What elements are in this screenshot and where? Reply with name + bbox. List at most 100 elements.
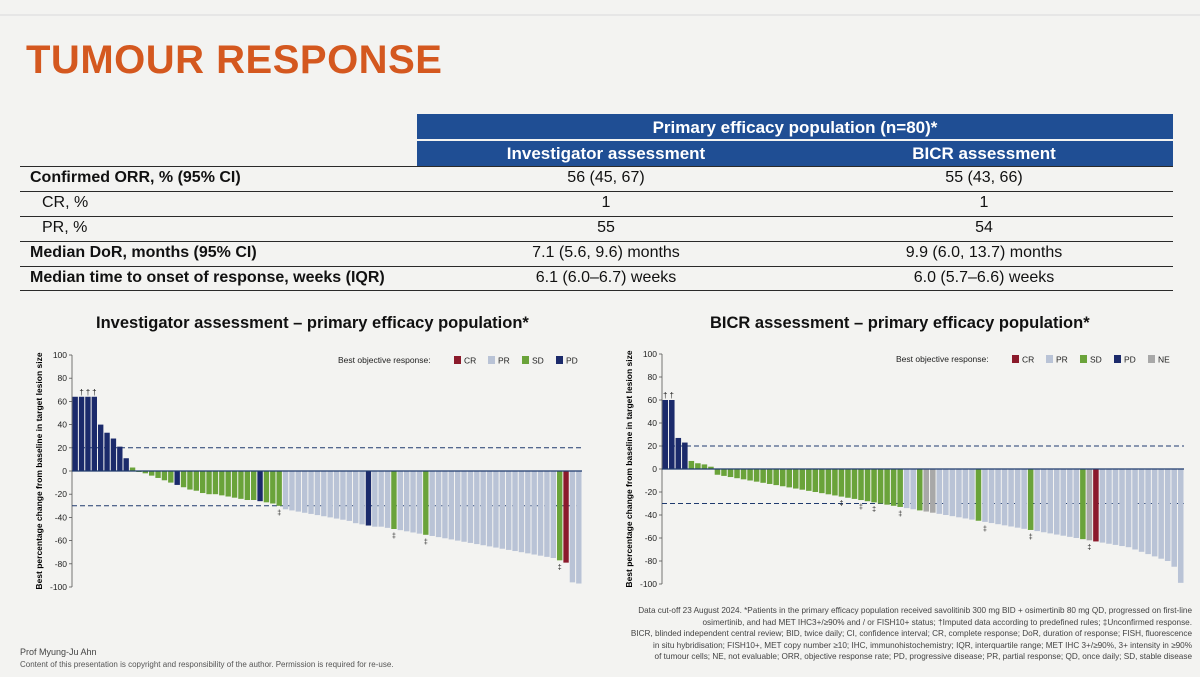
chart-title-investigator: Investigator assessment – primary effica… [96,314,529,332]
waterfall-bar [340,471,346,520]
waterfall-bar [877,469,884,504]
waterfall-bar [384,471,391,528]
waterfall-bar [949,469,956,517]
waterfall-bar [930,469,936,513]
row-label: PR, % [42,219,88,236]
col-header-investigator: Investigator assessment [506,144,706,163]
waterfall-bar [838,469,845,497]
waterfall-bar [486,471,493,547]
waterfall-bar [740,469,747,480]
waterfall-bar [806,469,812,491]
legend-label-pd: PD [566,356,578,366]
waterfall-bar [174,471,180,485]
legend-swatch-pr [488,356,495,364]
waterfall-bar [308,471,314,514]
waterfall-bar [858,469,864,501]
table-row: Confirmed ORR, % (95% CI) 56 (45, 67) 55… [20,166,1173,191]
y-axis-label: Best percentage change from baseline in … [624,350,634,587]
waterfall-bar [512,471,518,552]
ddagger-marker: ‡ [898,511,902,518]
row-label: Confirmed ORR, % (95% CI) [30,169,241,186]
y-tick-label: 100 [643,349,657,359]
waterfall-bar [78,396,85,471]
waterfall-bar [168,471,174,483]
waterfall-bar [474,471,480,545]
y-tick-label: -100 [640,579,657,589]
footnote-line: osimertinib, and had MET IHC3+/≥90% and … [702,617,1193,627]
copyright-notice: Content of this presentation is copyrigh… [20,660,394,669]
waterfall-bar [149,471,155,476]
waterfall-bar [721,469,727,476]
y-axis-label: Best percentage change from baseline in … [34,352,44,589]
waterfall-bar [506,471,512,550]
waterfall-bar [766,469,773,484]
dagger-marker: † [79,388,83,397]
table-bottom-rule [20,290,1173,291]
waterfall-bar [289,471,295,511]
legend-title: Best objective response: [896,354,989,364]
waterfall-bar [378,471,384,527]
ddagger-marker: ‡ [859,504,863,511]
waterfall-bar [257,471,263,502]
legend-swatch-sd [1080,355,1087,363]
page-title: TUMOUR RESPONSE [26,38,443,82]
y-tick-label: 0 [62,466,67,476]
y-tick-label: -100 [50,582,67,592]
top-rule [0,14,1200,16]
ddagger-marker: ‡ [392,533,396,540]
waterfall-bar [206,471,212,495]
waterfall-bar [747,469,753,481]
waterfall-bar [397,471,403,531]
waterfall-bar [110,438,117,471]
legend-swatch-pr [1046,355,1053,363]
legend-swatch-pd [1114,355,1121,363]
waterfall-bar [969,469,975,520]
waterfall-bar [1001,469,1008,526]
waterfall-bar [85,396,91,471]
waterfall-bar [461,471,467,542]
waterfall-bar [1008,469,1014,527]
y-tick-label: -20 [55,489,68,499]
waterfall-bar [786,469,792,488]
waterfall-bar [903,469,910,509]
legend-label-sd: SD [1090,355,1102,365]
waterfall-bar [864,469,871,502]
ddagger-marker: ‡ [1087,544,1091,551]
waterfall-bar [544,471,550,557]
ddagger-marker: ‡ [1029,534,1033,541]
waterfall-bar [263,471,270,503]
waterfall-bar [518,471,525,553]
y-tick-label: 40 [58,420,68,430]
waterfall-bar [884,469,890,505]
y-tick-label: 80 [58,373,68,383]
cell-investigator: 55 [597,219,615,236]
waterfall-bar [793,469,799,489]
waterfall-bar [1021,469,1027,529]
waterfall-bar [1073,469,1080,538]
waterfall-bar [576,471,582,584]
legend-label-ne: NE [1158,355,1170,365]
waterfall-bar [1040,469,1047,533]
waterfall-bar [1047,469,1053,534]
footnote-line: BICR, blinded independent central review… [630,629,1192,639]
waterfall-bar [327,471,333,518]
footnote-line: Data cut-off 23 August 2024. *Patients i… [638,606,1192,615]
waterfall-bar [1171,469,1177,567]
waterfall-bar [231,471,238,498]
footnote-line: in situ hybridisation; FISH10+, MET copy… [653,640,1192,650]
waterfall-bar [975,469,982,521]
waterfall-bar [1014,469,1021,528]
waterfall-bar [493,471,499,548]
waterfall-bar [180,471,187,488]
waterfall-bar [276,471,282,506]
col-header-bicr: BICR assessment [912,144,1056,163]
waterfall-bar [537,471,544,556]
waterfall-bar [1093,469,1099,542]
waterfall-bar [142,471,148,474]
waterfall-bar [1119,469,1125,547]
waterfall-bar [193,471,199,491]
waterfall-bar [760,469,766,483]
waterfall-bar [1080,469,1086,540]
waterfall-bar [98,424,104,471]
waterfall-bar [890,469,897,506]
